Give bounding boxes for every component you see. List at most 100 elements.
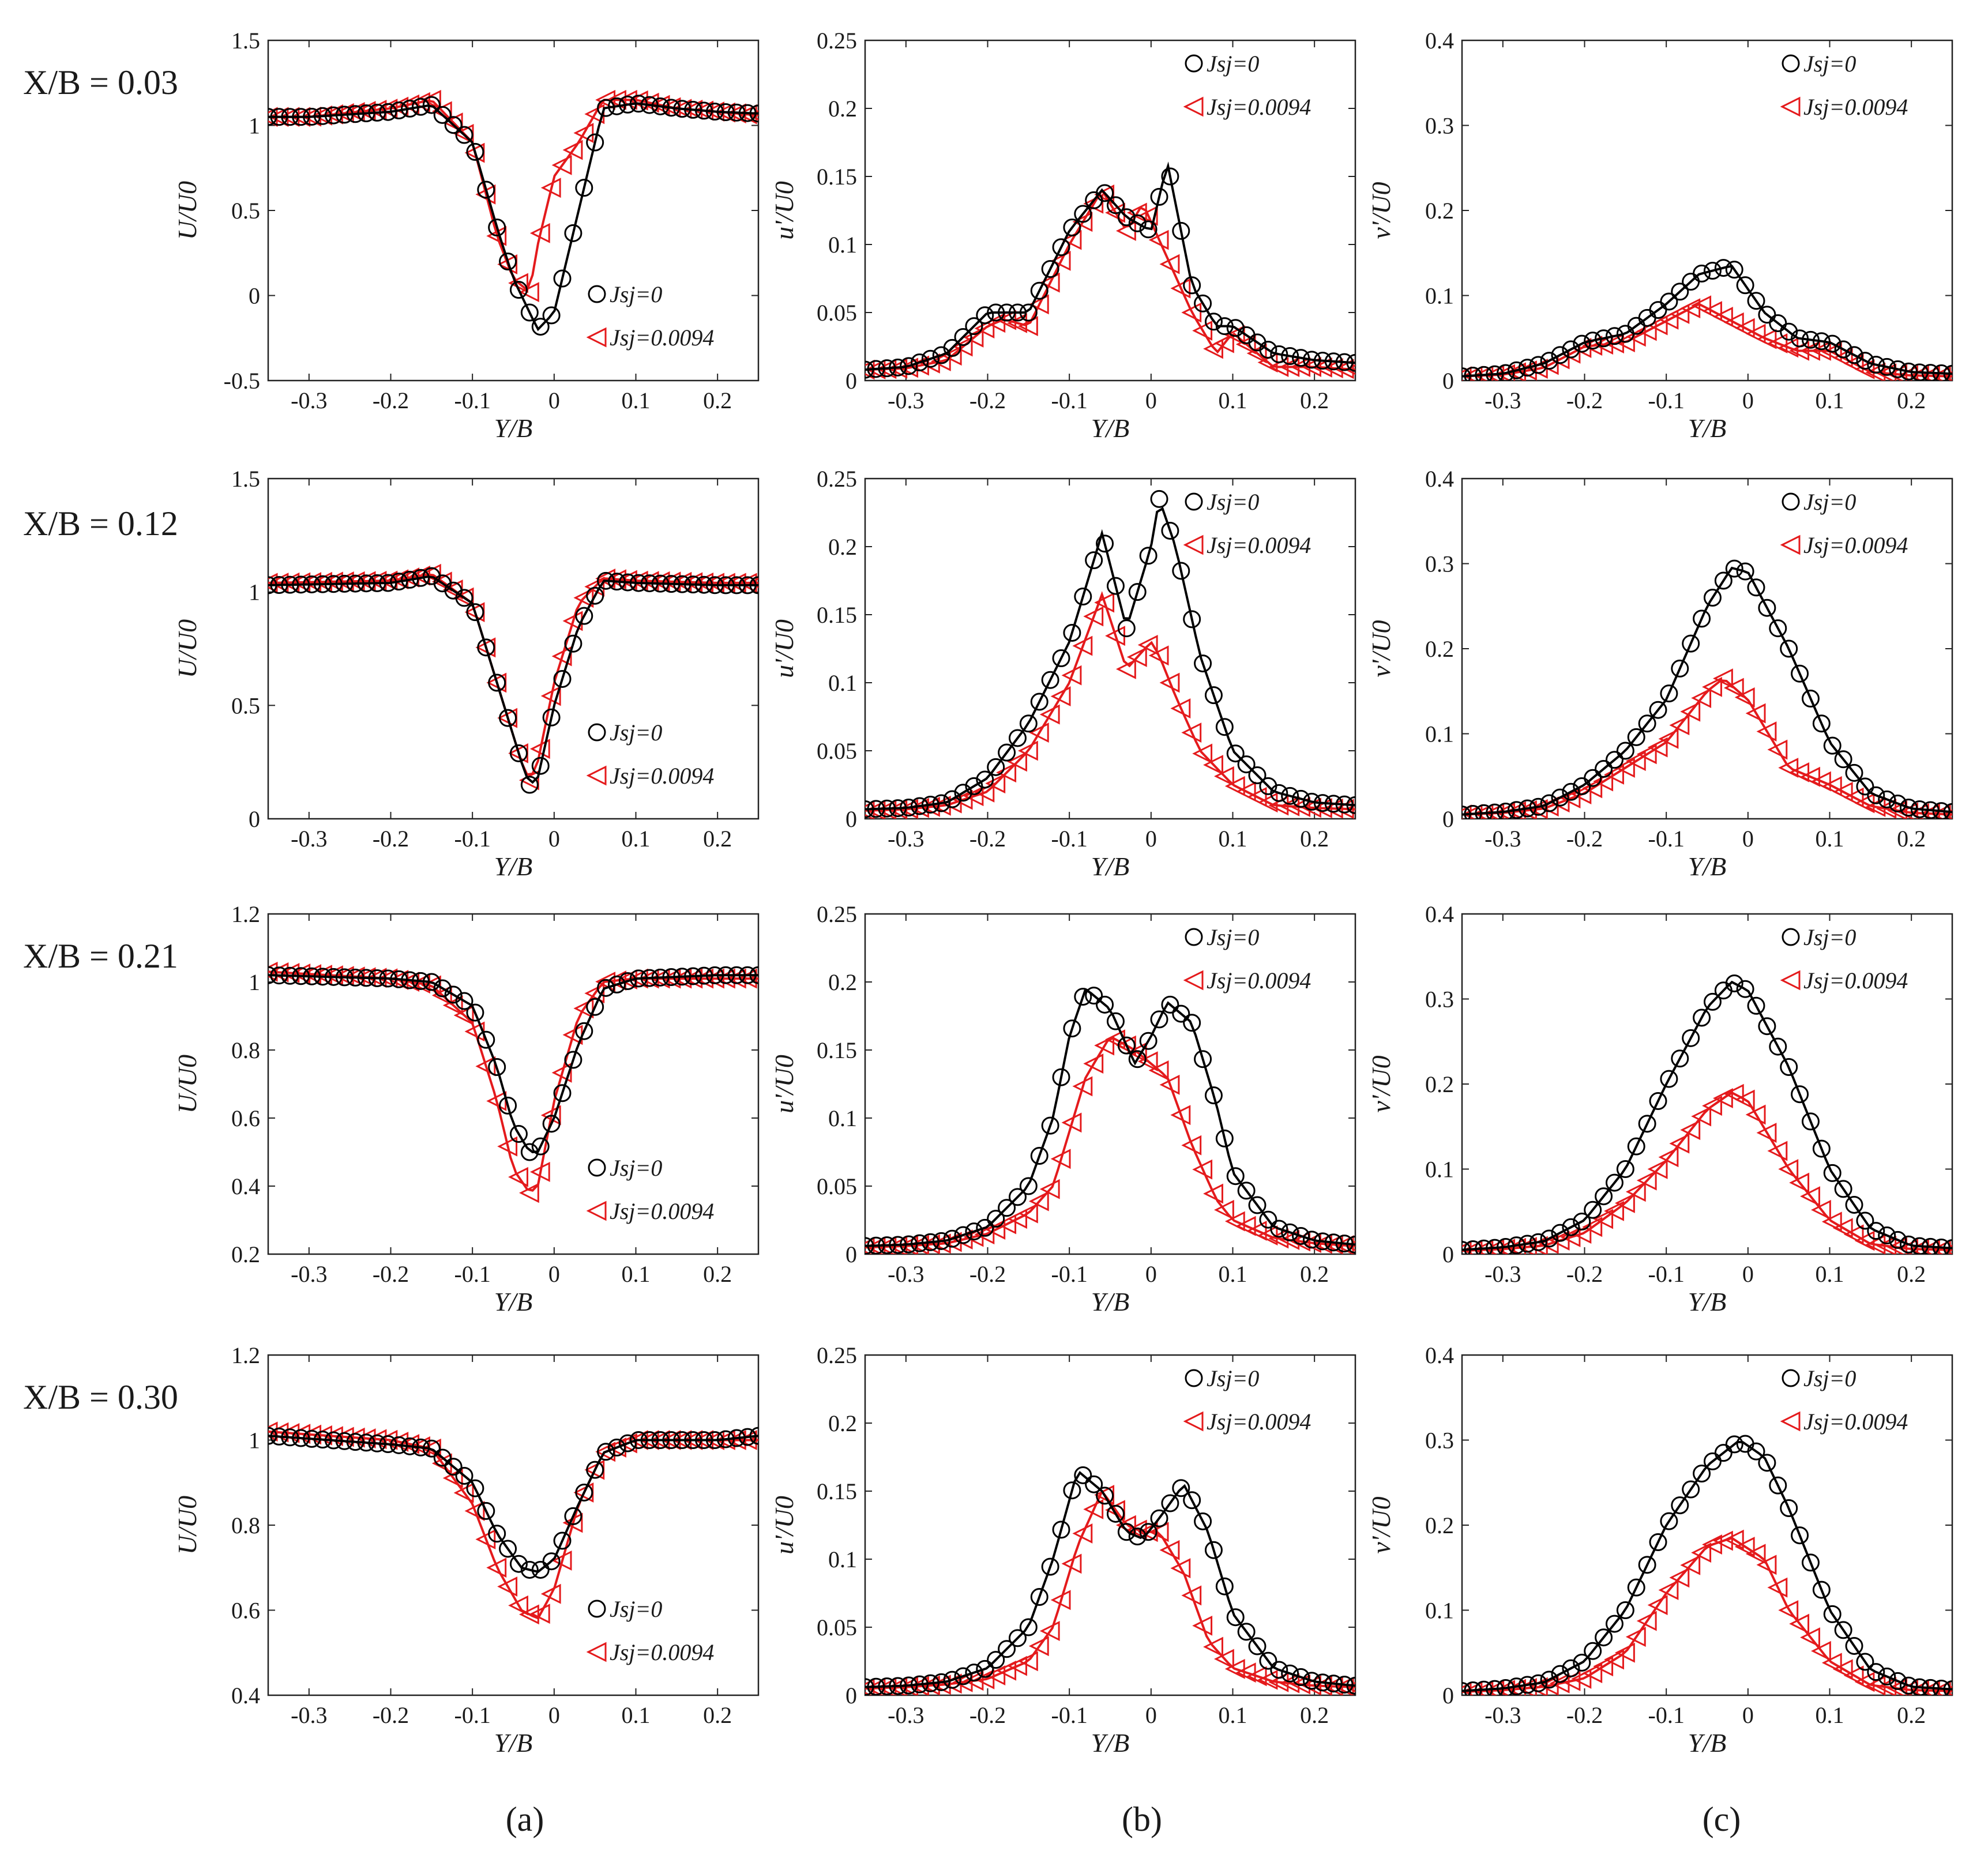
data-point-baseline (575, 607, 593, 625)
data-point-baseline (1497, 1679, 1515, 1695)
data-point-baseline (889, 1677, 907, 1695)
legend: Jsj=0 Jsj=0.0094 (1183, 489, 1311, 558)
data-point-baseline (987, 1651, 1005, 1669)
y-tick-label: 0.8 (231, 1037, 260, 1063)
data-point-baseline (1671, 1049, 1689, 1068)
x-tick-label: -0.3 (291, 826, 327, 852)
data-point-jet (1028, 722, 1049, 743)
data-point-baseline (651, 97, 670, 115)
data-point-baseline (878, 1236, 896, 1254)
x-tick-label: 0.2 (1300, 826, 1329, 852)
data-point-baseline (509, 281, 528, 299)
data-point-baseline (1747, 1442, 1765, 1461)
y-tick-label: 0.05 (817, 1173, 857, 1199)
data-point-jet (1235, 781, 1256, 802)
data-point-jet (268, 573, 278, 593)
data-point-jet (431, 985, 452, 1006)
data-point-baseline (1540, 1670, 1558, 1689)
data-point-baseline (1302, 1672, 1321, 1690)
data-point-baseline (346, 1433, 364, 1451)
data-point-baseline (1139, 547, 1158, 565)
legend-label-baseline: Jsj=0 (1803, 924, 1856, 950)
data-point-baseline (1812, 1139, 1831, 1158)
data-point-baseline (1693, 1465, 1711, 1483)
data-point-jet (1832, 781, 1853, 802)
data-point-baseline (695, 101, 713, 120)
data-point-baseline (1507, 1236, 1525, 1254)
data-point-baseline (1346, 1676, 1355, 1695)
x-tick-label: -0.2 (1566, 826, 1603, 852)
data-point-baseline (695, 575, 713, 594)
data-point-jet (1072, 1523, 1093, 1544)
data-point-baseline (618, 972, 637, 991)
data-point-baseline (1497, 364, 1515, 381)
data-point-baseline (900, 1235, 918, 1254)
data-point-jet (1203, 755, 1223, 776)
data-point-jet (952, 336, 973, 357)
legend-label-baseline: Jsj=0 (1803, 1365, 1856, 1391)
data-point-jet (540, 1105, 561, 1126)
data-point-baseline (1259, 1651, 1277, 1670)
data-point-jet (1213, 1649, 1234, 1669)
data-point-baseline (932, 1673, 950, 1691)
data-point-baseline (943, 1229, 961, 1248)
data-point-jet (420, 89, 441, 110)
data-point-baseline (865, 360, 874, 379)
x-tick-label: -0.2 (969, 1261, 1006, 1287)
data-point-baseline (1812, 714, 1831, 733)
x-axis-label: Y/B (1091, 1287, 1129, 1316)
data-point-baseline (1475, 1239, 1493, 1254)
data-point-jet (1723, 1529, 1744, 1550)
y-tick-label: 0.1 (1425, 283, 1454, 309)
data-point-jet (1810, 771, 1831, 792)
plot-area (1462, 259, 1952, 381)
data-point-jet (996, 1214, 1017, 1235)
data-point-baseline (1292, 1227, 1310, 1245)
data-point-baseline (1899, 1676, 1918, 1695)
x-tick-label: 0.1 (1816, 826, 1844, 852)
x-tick-label: 0.2 (1897, 826, 1926, 852)
data-point-jet (1734, 687, 1755, 708)
data-point-baseline (1313, 794, 1332, 812)
data-point-baseline (932, 794, 950, 812)
data-point-baseline (1346, 796, 1355, 814)
legend-marker-baseline (588, 1158, 606, 1177)
data-point-jet (1593, 1209, 1614, 1229)
data-point-jet (1734, 1537, 1755, 1557)
data-point-jet (529, 223, 550, 243)
data-point-baseline (673, 100, 692, 118)
data-point-baseline (466, 603, 484, 622)
data-point-baseline (1595, 329, 1613, 348)
data-point-baseline (998, 1199, 1016, 1217)
data-point-baseline (607, 975, 626, 994)
x-tick-label: -0.2 (1566, 387, 1603, 413)
legend: Jsj=0 Jsj=0.0094 (1780, 51, 1908, 120)
y-tick-label: 1.2 (231, 901, 260, 927)
data-point-baseline (1237, 1181, 1256, 1200)
data-point-baseline (1540, 1229, 1558, 1248)
panel-r2-c1: -0.3 -0.2 -0.1 0 0.1 0.2 0 0.05 0.1 0.15 0.2 0.25 Y/… (769, 901, 1356, 1316)
data-point-jet (1094, 1035, 1115, 1056)
row-label-1: X/B = 0.12 (23, 505, 178, 543)
data-point-jet (486, 225, 507, 246)
data-point-baseline (422, 1439, 441, 1458)
data-point-baseline (281, 966, 299, 985)
data-point-jet (1604, 764, 1624, 785)
data-point-baseline (738, 104, 757, 122)
data-point-baseline (629, 95, 648, 113)
data-point-jet (1745, 1104, 1766, 1125)
data-point-jet (1647, 1595, 1668, 1616)
data-point-jet (660, 571, 681, 592)
data-point-jet (366, 571, 387, 591)
data-point-baseline (1682, 1480, 1700, 1499)
legend-marker-jet (586, 327, 607, 348)
row-label-2: X/B = 0.21 (23, 937, 178, 975)
y-tick-label: 0 (845, 1683, 857, 1709)
data-point-baseline (1497, 803, 1515, 819)
data-point-baseline (705, 103, 724, 121)
data-point-baseline (1128, 1527, 1147, 1546)
y-tick-label: 1.2 (231, 1342, 260, 1368)
data-point-baseline (1573, 1653, 1591, 1672)
x-tick-label: 0.1 (1219, 387, 1247, 413)
data-point-baseline (651, 968, 670, 987)
